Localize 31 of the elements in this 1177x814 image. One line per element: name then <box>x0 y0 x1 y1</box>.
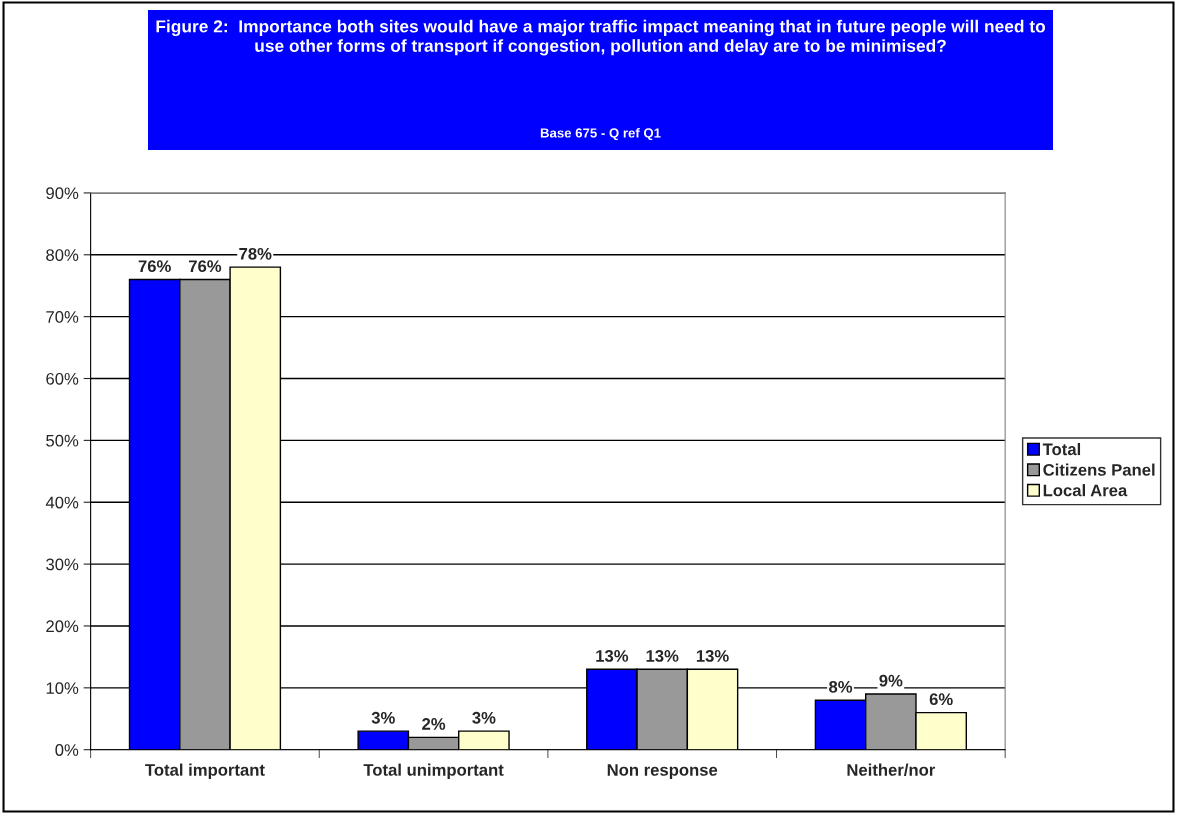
x-tick-label: Total unimportant <box>363 763 504 780</box>
data-label: 78% <box>239 247 272 260</box>
data-label: 3% <box>472 711 496 724</box>
x-tick-label: Neither/nor <box>847 763 936 776</box>
y-tick-label: 40% <box>45 496 79 509</box>
y-tick-label: 90% <box>46 187 79 200</box>
y-tick-label: 70% <box>46 311 79 323</box>
data-label: 76% <box>138 260 171 273</box>
data-label: 8% <box>829 680 853 693</box>
x-tick-label: Non response <box>607 764 718 780</box>
x-tick-label: Total important <box>145 763 265 780</box>
data-label: 3% <box>371 711 395 724</box>
y-tick-label: 50% <box>46 434 79 447</box>
legend-label: Local Area <box>1043 484 1128 497</box>
legend-label: Citizens Panel <box>1043 463 1155 476</box>
data-label: 6% <box>929 693 953 706</box>
data-label: 13% <box>596 650 629 662</box>
legend-label: Total <box>1042 443 1081 456</box>
y-tick-label: 60% <box>46 372 79 385</box>
y-tick-label: 20% <box>46 620 79 633</box>
data-label: 13% <box>646 650 679 662</box>
data-label: 76% <box>188 260 222 273</box>
y-tick-label: 80% <box>46 249 79 261</box>
chart-subtitle: Base 675 - Q ref Q1 <box>540 127 661 141</box>
data-label: 9% <box>879 674 903 687</box>
chart-title: Figure 2: Importance both sites would have a major traffic impact meaning that in future people will need to use other forms of transport if congestion, pollution and delay are to be minimised? <box>156 19 1046 56</box>
y-tick-label: 30% <box>46 558 79 571</box>
y-tick-label: 0% <box>55 744 79 756</box>
data-label: 2% <box>422 718 446 730</box>
data-label: 13% <box>696 650 729 662</box>
y-tick-label: 10% <box>46 682 79 695</box>
